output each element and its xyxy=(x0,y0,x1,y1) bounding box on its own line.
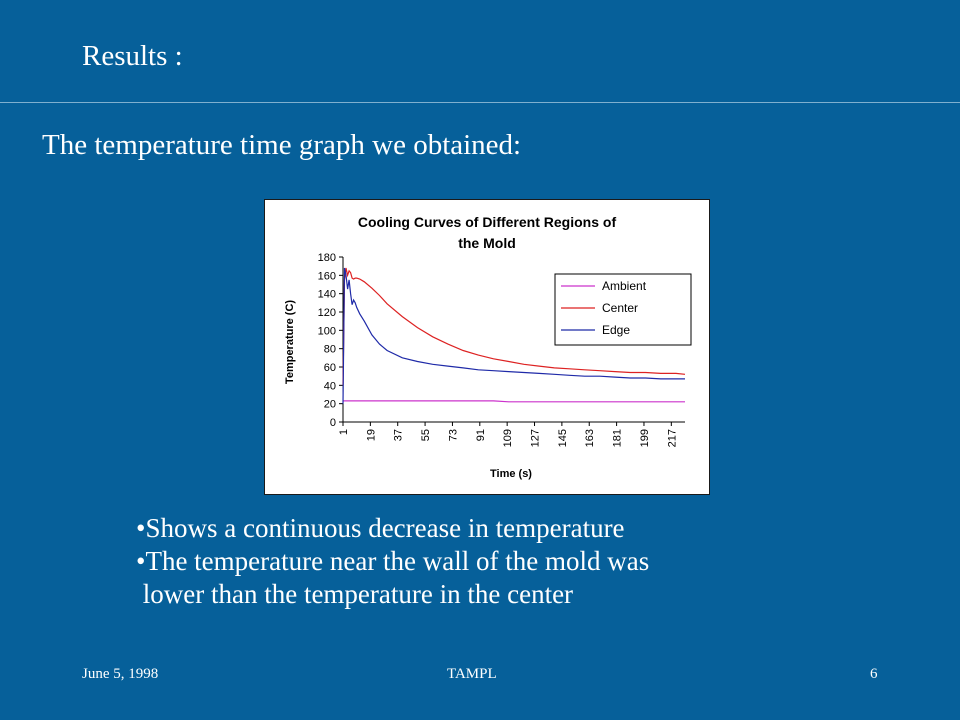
chart-title-line-1: Cooling Curves of Different Regions of xyxy=(358,214,617,230)
bullet-item-2: •The temperature near the wall of the mo… xyxy=(136,546,650,576)
chart-title-line-2: the Mold xyxy=(458,235,516,251)
series-line-edge xyxy=(342,267,685,404)
title-divider xyxy=(0,102,960,103)
x-tick-label: 145 xyxy=(557,429,569,447)
series-line-ambient xyxy=(343,400,685,403)
x-axis-label: Time (s) xyxy=(490,468,532,480)
slide-subtitle: The temperature time graph we obtained: xyxy=(42,129,522,161)
x-tick-label: 73 xyxy=(447,429,459,441)
x-tick-label: 19 xyxy=(365,429,377,441)
page-number: 6 xyxy=(870,666,878,682)
footer-date: June 5, 1998 xyxy=(82,666,159,682)
y-tick-label: 140 xyxy=(318,289,336,301)
x-tick-label: 199 xyxy=(639,429,651,447)
chart-container: Cooling Curves of Different Regions of t… xyxy=(264,199,710,495)
x-tick-label: 109 xyxy=(502,429,514,447)
x-tick-label: 91 xyxy=(475,429,487,441)
y-tick-label: 40 xyxy=(324,380,336,392)
slide-title: Results : xyxy=(82,40,183,72)
series-line-center xyxy=(342,267,686,386)
cooling-curves-chart: Cooling Curves of Different Regions of t… xyxy=(284,214,692,480)
y-tick-label: 60 xyxy=(324,362,336,374)
x-tick-label: 181 xyxy=(612,429,624,447)
bullet-item-1: •Shows a continuous decrease in temperat… xyxy=(136,513,625,543)
legend-label-ambient: Ambient xyxy=(602,279,647,293)
footer-center-text: TAMPL xyxy=(447,666,497,682)
chart-series xyxy=(342,267,686,404)
chart-legend: Ambient Center Edge xyxy=(554,273,692,346)
x-tick-label: 37 xyxy=(393,429,405,441)
legend-label-center: Center xyxy=(602,301,638,315)
x-tick-label: 217 xyxy=(666,429,678,447)
y-tick-label: 80 xyxy=(324,344,336,356)
chart-axes: 0 20 40 60 80 100 120 140 160 180 1 19 37 55 73 91 109 12… xyxy=(318,252,685,447)
x-tick-label: 55 xyxy=(420,429,432,441)
y-tick-label: 180 xyxy=(318,252,336,264)
y-tick-label: 20 xyxy=(324,399,336,411)
bullet-list: •Shows a continuous decrease in temperat… xyxy=(136,512,649,611)
x-tick-label: 1 xyxy=(338,429,350,435)
y-tick-label: 100 xyxy=(318,325,336,337)
x-tick-label: 163 xyxy=(584,429,596,447)
legend-label-edge: Edge xyxy=(602,323,630,337)
x-tick-label: 127 xyxy=(530,429,542,447)
y-tick-label: 0 xyxy=(330,417,336,429)
y-tick-label: 120 xyxy=(318,307,336,319)
bullet-item-3: lower than the temperature in the center xyxy=(136,579,574,609)
y-axis-label: Temperature (C) xyxy=(284,300,296,384)
y-tick-label: 160 xyxy=(318,270,336,282)
